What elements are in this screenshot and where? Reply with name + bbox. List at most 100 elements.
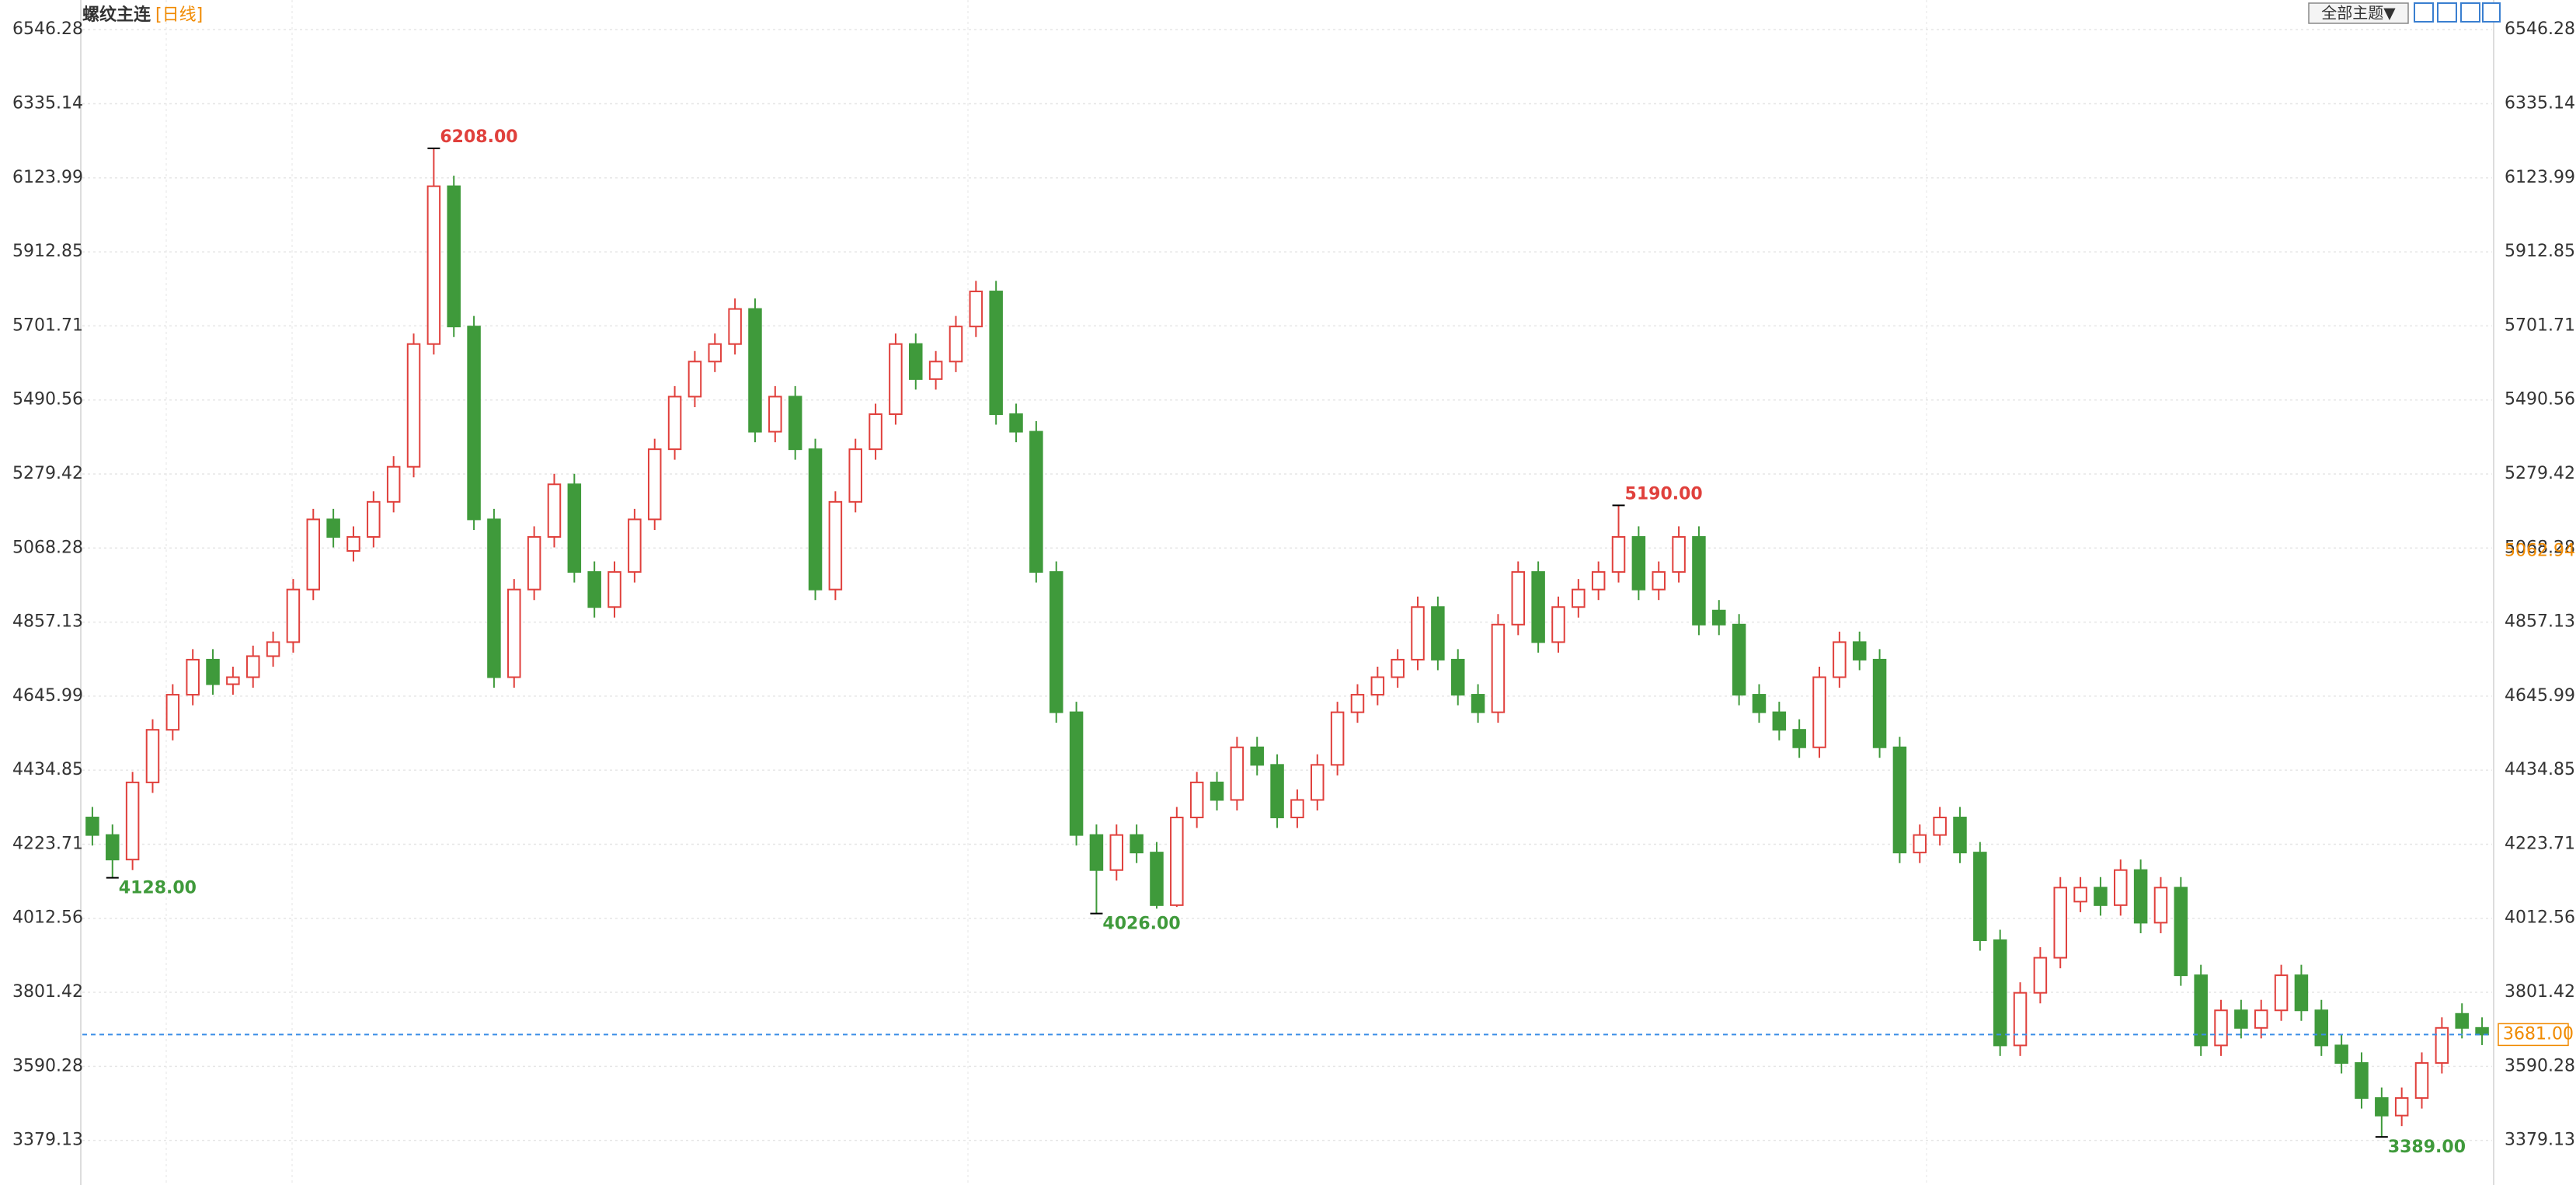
y-tick-label: 5490.56	[12, 390, 83, 410]
y-tick-label: 6546.28	[12, 19, 83, 39]
candle-body	[1531, 571, 1545, 643]
y-tick-label: 5279.42	[12, 464, 83, 483]
candle-body	[1692, 535, 1706, 626]
candle-body	[1391, 658, 1405, 678]
annotation-label: 4026.00	[1102, 915, 1180, 934]
candle-body	[1652, 571, 1666, 591]
y-tick-label-right: 4857.13	[2505, 612, 2575, 632]
candle-body	[748, 308, 762, 433]
candle-body	[828, 500, 843, 591]
y-tick-label-right: 5068.28	[2505, 538, 2575, 557]
annotation-label: 6208.00	[440, 127, 517, 147]
candle-body	[1290, 799, 1304, 819]
candle-body	[989, 291, 1003, 416]
theme-button[interactable]	[2308, 2, 2409, 24]
y-tick-label: 3590.28	[12, 1056, 83, 1075]
candle-body	[1511, 571, 1526, 626]
y-tick-label-right: 3379.13	[2505, 1131, 2575, 1150]
candle-body	[1953, 817, 1967, 854]
candle-body	[2414, 1061, 2429, 1100]
candle-body	[426, 185, 441, 345]
y-tick-label-right: 5279.42	[2505, 464, 2575, 483]
candle-body	[386, 465, 401, 503]
y-tick-label: 5701.71	[12, 315, 83, 335]
y-tick-label: 4857.13	[12, 612, 83, 632]
y-tick-label: 4645.99	[12, 686, 83, 706]
theme-button-label[interactable]: 全部主题▼	[2321, 4, 2396, 23]
candle-body	[1270, 764, 1284, 819]
annotation-label: 4128.00	[119, 879, 197, 898]
candle-body	[1491, 623, 1506, 713]
candle-body	[306, 518, 321, 591]
candle-body	[2455, 1012, 2469, 1029]
candle-body	[2214, 1009, 2228, 1047]
candle-body	[2435, 1026, 2449, 1064]
last-price-box	[2498, 1023, 2569, 1047]
candle-body	[1089, 834, 1104, 871]
candle-body	[2153, 887, 2168, 924]
candle-body	[1330, 711, 1345, 766]
y-tick-label: 4012.56	[12, 908, 83, 928]
candle-body	[1752, 694, 1767, 713]
candle-body	[1712, 609, 1726, 626]
y-tick-label: 6123.99	[12, 168, 83, 187]
candle-body	[2073, 887, 2087, 903]
y-tick-label-right: 5490.56	[2505, 390, 2575, 410]
candle-body	[2174, 887, 2188, 977]
candle-body	[1792, 729, 1806, 748]
candle-body	[2013, 992, 2028, 1047]
candle-body	[406, 343, 421, 468]
candle-body	[125, 781, 140, 861]
candle-body	[367, 500, 381, 538]
last-price-label: 3681.00	[2503, 1024, 2574, 1044]
candle-body	[949, 326, 963, 363]
candle-body	[768, 396, 782, 433]
candle-body	[2314, 1009, 2329, 1047]
candle-body	[1572, 588, 1586, 608]
candle-body	[1852, 641, 1867, 660]
icon-button[interactable]	[2482, 2, 2501, 23]
candle-body	[1049, 571, 1063, 713]
candle-body	[688, 361, 702, 398]
y-tick-label-right: 3590.28	[2505, 1056, 2575, 1075]
candle-body	[607, 571, 621, 608]
candle-body	[1450, 658, 1465, 696]
candle-body	[1130, 834, 1144, 854]
icon-button[interactable]	[2437, 2, 2457, 23]
candle-body	[1812, 676, 1826, 748]
candle-body	[2194, 974, 2208, 1047]
candle-body	[2094, 887, 2108, 906]
y-tick-label: 5912.85	[12, 242, 83, 261]
candle-body	[1611, 535, 1626, 573]
y-tick-label-right: 6123.99	[2505, 168, 2575, 187]
candle-body	[1189, 781, 1204, 819]
icon-button[interactable]	[2460, 2, 2480, 23]
candle-body	[869, 413, 882, 451]
candle-body	[567, 483, 582, 573]
candle-body	[889, 343, 903, 416]
candle-body	[2033, 957, 2048, 994]
candle-body	[346, 535, 360, 552]
candle-body	[1411, 606, 1425, 660]
y-tick-label: 4434.85	[12, 760, 83, 779]
period-label[interactable]: [日线]	[155, 5, 203, 25]
icon-button[interactable]	[2414, 2, 2434, 23]
candle-body	[2355, 1061, 2369, 1100]
candle-body	[2375, 1097, 2389, 1117]
y-tick-label: 5068.28	[12, 538, 83, 557]
candle-body	[1732, 623, 1746, 696]
candle-body	[266, 641, 280, 657]
candle-body	[1109, 834, 1124, 871]
y-tick-label-right: 4645.99	[2505, 686, 2575, 706]
y-tick-label: 4223.71	[12, 834, 83, 853]
chart-title: 螺纹主连	[82, 5, 151, 25]
candle-body	[326, 518, 340, 538]
candle-body	[1913, 834, 1927, 854]
candle-body	[2334, 1044, 2348, 1064]
candle-body	[2274, 974, 2289, 1012]
candle-body	[106, 834, 120, 861]
candle-body	[1431, 606, 1445, 660]
y-tick-label: 3379.13	[12, 1131, 83, 1150]
candle-body	[969, 291, 983, 328]
